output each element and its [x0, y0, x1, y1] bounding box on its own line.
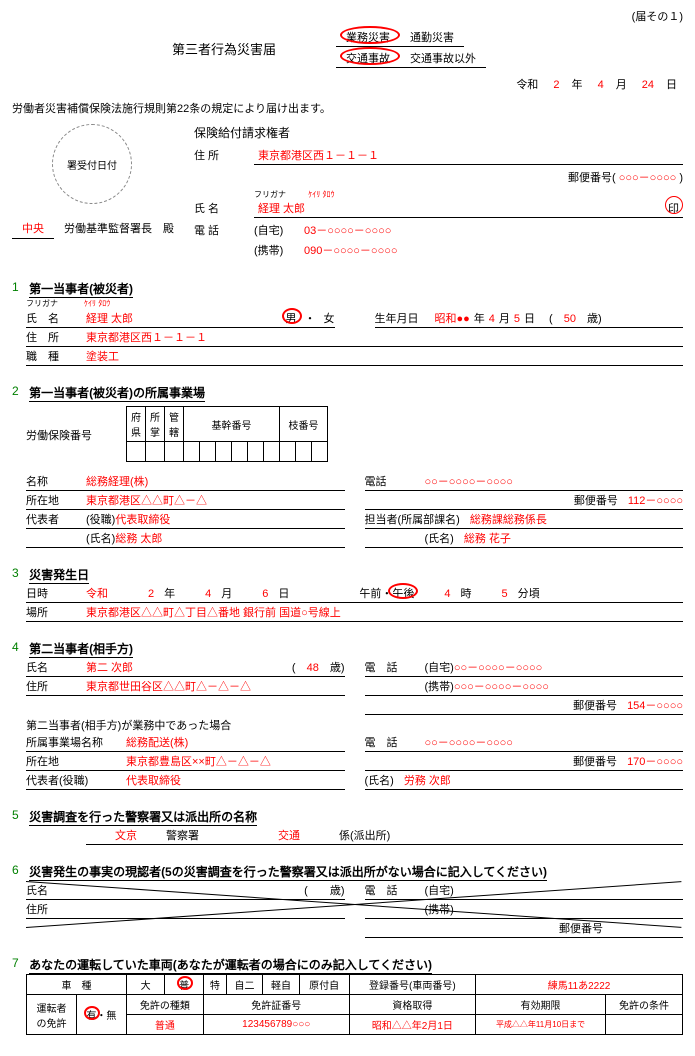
sec1-num: 1	[12, 280, 26, 294]
sec5-num: 5	[12, 808, 26, 822]
claimant-tel-label: 電 話	[194, 222, 254, 238]
s4-note: 第二当事者(相手方)が業務中であった場合	[26, 717, 683, 733]
title-row: 第三者行為災害届 業務災害 通勤災害 交通事故 交通事故以外	[12, 28, 683, 68]
sec1-title: 第一当事者(被災者)	[29, 280, 133, 298]
s4-postal[interactable]: 154－○○○○	[627, 697, 683, 713]
claimant-name[interactable]: 経理 太郎 印	[254, 200, 683, 218]
claimant-addr-label: 住 所	[194, 147, 254, 163]
s2-mgr[interactable]: 総務課総務係長	[470, 511, 683, 527]
car-type-5[interactable]: 原付自	[299, 975, 349, 995]
form-title: 第三者行為災害届	[172, 39, 276, 58]
s4-tel-mob[interactable]: ○○○－○○○○－○○○○	[454, 678, 683, 694]
s2-addr[interactable]: 東京都港区△△町△－△	[86, 492, 345, 508]
seal-icon: 印	[668, 200, 679, 216]
sec6-title: 災害発生の事実の現認者(5の災害調査を行った警察署又は派出所がない場合に記入して…	[29, 863, 547, 881]
receipt-stamp: 署受付日付	[52, 124, 132, 204]
office-row: 中央 労働基準監督署長 殿	[12, 220, 174, 239]
tel-mob-label: (携帯)	[254, 242, 304, 258]
s5-dept[interactable]: 交通	[239, 827, 339, 843]
s2-postal[interactable]: 112－○○○○	[628, 492, 683, 508]
car-type-3[interactable]: 自二	[226, 975, 262, 995]
claimant-addr[interactable]: 東京都港区西１－１－１	[254, 147, 683, 165]
claimant-furi-label: フリガナ	[254, 190, 286, 199]
pm-selected[interactable]: 午後	[392, 585, 414, 601]
s1-dob-label: 生年月日	[375, 310, 435, 326]
claimant-furi: ｹｲﾘ ﾀﾛｳ	[308, 190, 334, 199]
s4-emp[interactable]: 総務配送(株)	[126, 734, 345, 750]
s2-mgr-name[interactable]: 総務 花子	[464, 530, 683, 546]
s1-job[interactable]: 塗装工	[86, 348, 683, 364]
sec7-num: 7	[12, 956, 26, 970]
submit-date: 令和 2年 4月 24日	[12, 76, 683, 92]
s1-addr[interactable]: 東京都港区西１－１－１	[86, 329, 683, 345]
sec3-num: 3	[12, 566, 26, 580]
sex-male[interactable]: 男	[286, 310, 297, 326]
office-name: 中央	[12, 220, 54, 239]
claimant-tel-mob[interactable]: 090－○○○○－○○○○	[304, 242, 398, 258]
lic-has[interactable]: 有・無	[76, 995, 126, 1035]
s2-tel[interactable]: ○○－○○○○－○○○○	[425, 473, 684, 489]
sec6-num: 6	[12, 863, 26, 877]
form-number: (届その１)	[12, 8, 683, 24]
intro-text: 労働者災害補償保険法施行規則第22条の規定により届け出ます。	[12, 100, 683, 116]
car-type-1[interactable]: 普	[165, 975, 203, 995]
type1-selected: 業務災害	[336, 28, 400, 47]
s4-emp-rep[interactable]: 代表取締役	[126, 772, 345, 788]
insurance-number-table: 府県所掌管轄基幹番号枝番号	[126, 406, 328, 462]
s2-rep-title[interactable]: 代表取締役	[115, 511, 344, 527]
ins-label: 労働保険番号	[26, 427, 126, 443]
sec7-title: あなたの運転していた車両(あなたが運転者の場合にのみ記入してください)	[29, 956, 432, 974]
sec2-num: 2	[12, 384, 26, 398]
type1-other: 通勤災害	[400, 28, 464, 47]
office-suffix: 労働基準監督署長 殿	[64, 220, 174, 236]
s4-tel-home[interactable]: ○○－○○○○－○○○○	[454, 659, 683, 675]
claimant-postal-row: 郵便番号( ○○○－○○○○ )	[194, 169, 683, 185]
car-type-4[interactable]: 軽自	[263, 975, 299, 995]
s3-place[interactable]: 東京都港区△△町△丁目△番地 銀行前 国道○号線上	[86, 604, 683, 620]
type2-other: 交通事故以外	[400, 49, 486, 68]
s7-valid[interactable]: 平成△△年11月10日まで	[476, 1015, 606, 1035]
s7-lic-type[interactable]: 普通	[126, 1015, 203, 1035]
car-type-2[interactable]: 特	[203, 975, 226, 995]
s7-qual[interactable]: 昭和△△年2月1日	[349, 1015, 475, 1035]
s4-emp-rep-name[interactable]: 労務 次郎	[404, 772, 683, 788]
sec5-title: 災害調査を行った警察署又は派出所の名称	[29, 808, 257, 826]
s2-rep-name[interactable]: 総務 太郎	[115, 530, 344, 546]
claimant-title: 保険給付請求権者	[194, 124, 683, 141]
claimant-name-label: 氏 名	[194, 200, 254, 216]
sec4-num: 4	[12, 640, 26, 654]
tel-home-label: (自宅)	[254, 222, 304, 238]
sec3-title: 災害発生日	[29, 566, 89, 584]
s4-emp-tel[interactable]: ○○－○○○○－○○○○	[425, 734, 684, 750]
s5-station[interactable]: 文京	[86, 827, 166, 843]
s4-emp-addr[interactable]: 東京都豊島区××町△－△－△	[126, 753, 345, 769]
car-type-0[interactable]: 大	[126, 975, 164, 995]
s7-lic-no[interactable]: 123456789○○○	[203, 1015, 349, 1035]
claimant-tel-home[interactable]: 03－○○○○－○○○○	[304, 222, 391, 238]
s6-empty-area: 氏名( 歳) 住所 電 話(自宅) (携帯) 郵便番号	[26, 881, 683, 938]
sex-female[interactable]: 女	[324, 310, 335, 326]
s7-reg[interactable]: 練馬11あ2222	[476, 975, 683, 995]
sec4-title: 第二当事者(相手方)	[29, 640, 133, 658]
s2-name[interactable]: 総務経理(株)	[86, 473, 345, 489]
car-table: 車 種 大 普 特 自二 軽自 原付自 登録番号(車両番号) 練馬11あ2222…	[26, 974, 683, 1035]
s1-name-label: 氏 名	[26, 310, 86, 326]
sec2-title: 第一当事者(被災者)の所属事業場	[29, 384, 205, 402]
s4-name[interactable]: 第二 次郎	[86, 659, 292, 675]
s4-addr[interactable]: 東京都世田谷区△△町△－△－△	[86, 678, 345, 694]
type2-selected: 交通事故	[336, 49, 400, 68]
s1-name[interactable]: 経理 太郎	[86, 310, 286, 326]
s4-emp-postal[interactable]: 170－○○○○	[627, 753, 683, 769]
